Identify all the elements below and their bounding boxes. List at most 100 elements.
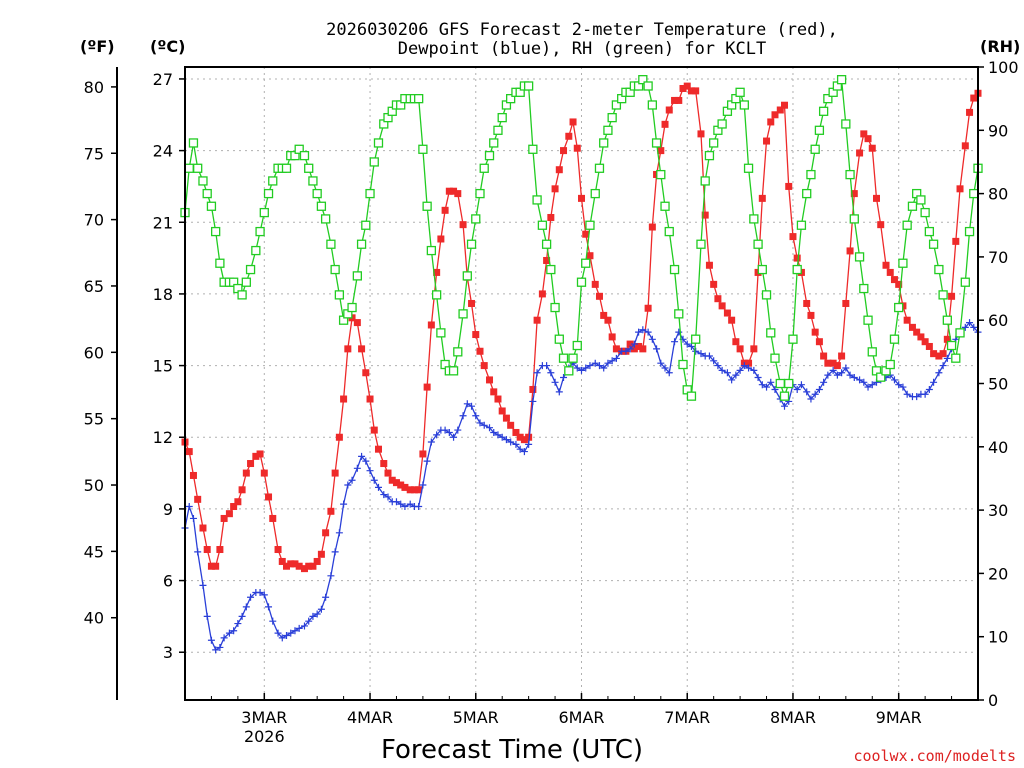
temperature-point <box>820 352 828 360</box>
temperature-point <box>665 106 673 114</box>
rh-point <box>361 220 371 230</box>
dewpoint-point <box>560 374 568 382</box>
rh-point <box>184 163 194 173</box>
dewpoint-point <box>675 328 683 336</box>
dewpoint-point <box>630 340 638 348</box>
fahrenheit-tick-label: 65 <box>84 277 104 296</box>
temperature-point <box>353 319 361 327</box>
rh-point <box>779 391 790 401</box>
rh-tick-label: 50 <box>988 375 1008 394</box>
rh-point <box>810 144 820 154</box>
rh-point <box>541 239 552 249</box>
temperature-point <box>956 185 964 193</box>
rh-point <box>215 258 225 268</box>
temperature-point <box>966 108 974 116</box>
dewpoint-point <box>661 364 669 372</box>
rh-point <box>241 277 251 287</box>
dewpoint-point <box>450 433 458 441</box>
temperature-point <box>543 256 551 264</box>
temperature-point <box>890 276 898 284</box>
temperature-point <box>872 194 880 202</box>
rh-point <box>326 239 336 249</box>
temperature-point <box>745 359 753 367</box>
credit-label: coolwx.com/modelts <box>853 747 1016 765</box>
dewpoint-point <box>220 634 228 642</box>
dewpoint-point <box>494 431 502 439</box>
dewpoint-point <box>269 617 277 625</box>
dewpoint-point <box>868 381 876 389</box>
fahrenheit-tick-label: 80 <box>84 78 104 97</box>
dewpoint-point <box>710 357 718 365</box>
dewpoint-point <box>415 503 423 511</box>
temperature-point <box>882 261 890 269</box>
temperature-point <box>723 309 731 317</box>
temperature-point <box>433 268 441 276</box>
rh-point <box>537 220 548 230</box>
rh-point <box>651 138 662 148</box>
dewpoint-point <box>459 412 467 420</box>
dewpoint-point <box>635 328 643 336</box>
temperature-point <box>260 469 268 477</box>
dewpoint-point <box>199 581 207 589</box>
temperature-point <box>384 469 392 477</box>
rh-tick-label: 20 <box>988 564 1008 583</box>
rh-point <box>484 150 495 161</box>
rh-point <box>493 125 503 135</box>
temperature-point <box>582 230 590 238</box>
dewpoint-point <box>366 467 374 475</box>
fahrenheit-tick-label: 40 <box>84 609 104 628</box>
rh-point <box>431 290 442 300</box>
rh-point <box>920 207 930 218</box>
x-axis-label: Forecast Time (UTC) <box>381 735 643 765</box>
dewpoint-point <box>600 364 608 372</box>
rh-point <box>924 226 935 237</box>
rh-point <box>766 328 776 338</box>
temperature-point <box>824 359 832 367</box>
dewpoint-point <box>793 385 801 393</box>
rh-point <box>757 264 767 275</box>
dewpoint-point <box>939 362 947 370</box>
temperature-point <box>533 316 541 324</box>
dewpoint-point <box>216 643 224 651</box>
rh-point <box>674 309 684 319</box>
rh-point <box>836 75 847 85</box>
temperature-point <box>697 130 705 138</box>
dewpoint-point <box>608 357 616 365</box>
dewpoint-point <box>189 514 197 522</box>
rh-point <box>696 239 706 249</box>
dewpoint-point <box>815 385 823 393</box>
gridlines <box>185 67 978 700</box>
temperature-point <box>203 546 211 554</box>
temperature-point <box>476 347 484 355</box>
temperature-point <box>815 338 823 346</box>
temperature-point <box>648 223 656 231</box>
dewpoint-point <box>781 402 789 410</box>
temperature-point <box>309 562 317 570</box>
rh-point <box>466 239 477 249</box>
rh-point <box>198 176 208 186</box>
dewpoint-point <box>322 593 330 601</box>
dewpoint-point <box>397 500 405 508</box>
temperature-point <box>710 280 718 288</box>
temperature-point <box>877 221 885 229</box>
temperature-point <box>639 345 647 353</box>
temperature-point <box>781 101 789 109</box>
rh-point <box>564 366 574 376</box>
rh-point <box>788 334 798 344</box>
rh-point <box>188 138 199 148</box>
rh-point <box>479 163 489 173</box>
dewpoint-point <box>529 397 537 405</box>
x-tick-label: 5MAR <box>453 708 499 727</box>
rh-point <box>611 100 622 110</box>
rh-point <box>775 378 785 389</box>
rh-point <box>885 359 895 370</box>
dewpoint-point <box>353 464 361 472</box>
temperature-point <box>419 450 427 458</box>
rh-point <box>806 169 816 180</box>
dewpoint-point <box>265 603 273 611</box>
rh-point <box>316 201 327 211</box>
rh-point <box>859 283 869 294</box>
rh-point <box>453 347 463 357</box>
temperature-point <box>903 316 911 324</box>
temperature-point <box>265 493 273 501</box>
